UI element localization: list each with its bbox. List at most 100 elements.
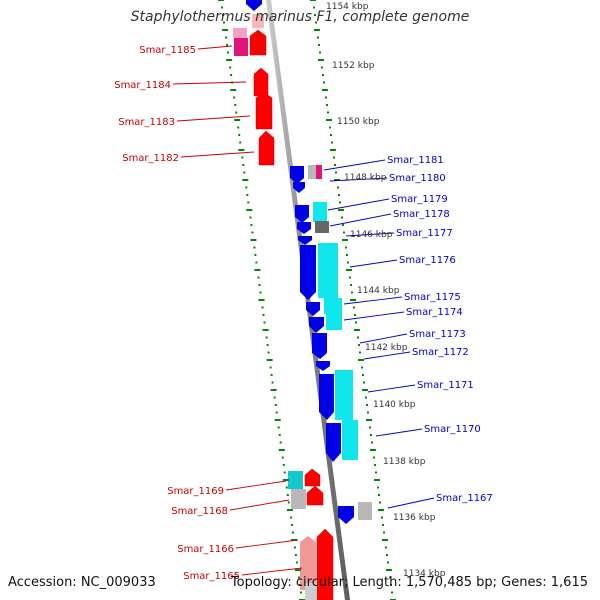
block-cyan-1169 <box>288 471 303 489</box>
tick-mark <box>333 156 335 159</box>
gene-smar-1178 <box>297 222 311 234</box>
leader-line <box>176 115 251 122</box>
tick-mark <box>226 59 233 61</box>
tick-mark <box>374 464 376 466</box>
tick-mark <box>369 426 371 429</box>
block-magenta <box>234 38 248 56</box>
gene-label: Smar_1181 <box>387 155 444 166</box>
gene-label: Smar_1177 <box>396 228 453 239</box>
tick-mark <box>237 126 240 129</box>
gene-label: Smar_1165 <box>183 571 240 582</box>
gene-label: Smar_1170 <box>424 424 481 435</box>
leader-line <box>172 81 247 85</box>
tick-mark <box>310 0 316 1</box>
tick-mark <box>225 36 228 39</box>
tick-mark <box>329 126 331 129</box>
tick-mark <box>377 486 379 489</box>
tick-mark <box>235 111 238 114</box>
tick-mark <box>275 411 278 414</box>
scale-label: 1148 kbp <box>344 173 387 183</box>
tick-mark <box>391 591 393 594</box>
tick-mark <box>325 96 327 99</box>
tick-mark <box>242 164 245 166</box>
tick-mark <box>245 186 248 189</box>
tick-mark <box>269 366 272 369</box>
block-cyan-1175 <box>324 298 342 314</box>
leader-line <box>349 259 398 268</box>
tick-mark <box>347 261 349 264</box>
gene-label: Smar_1176 <box>399 255 456 266</box>
tick-mark <box>342 224 344 226</box>
leader-line <box>329 213 392 227</box>
tick-mark <box>281 456 284 459</box>
leader-line <box>323 159 386 171</box>
tick-mark <box>221 6 223 9</box>
gene-label: Smar_1166 <box>177 544 234 555</box>
tick-mark <box>318 59 324 61</box>
tick-mark <box>370 449 376 451</box>
tick-mark <box>358 359 364 361</box>
accession-label: Accession: NC_009033 <box>8 575 156 590</box>
tick-mark <box>346 269 352 271</box>
tick-mark <box>241 156 244 159</box>
tick-mark <box>351 291 353 294</box>
tick-mark <box>293 546 296 549</box>
tick-mark <box>230 89 237 91</box>
tick-mark <box>366 419 372 421</box>
gene-smar-1177 <box>298 236 312 245</box>
tick-mark <box>313 6 315 9</box>
tick-mark <box>387 561 389 564</box>
leader-line <box>235 539 299 549</box>
scale-label: 1140 kbp <box>373 400 416 410</box>
block-cyan-1170 <box>342 420 358 460</box>
reverse-gene-labels: Smar_1181 Smar_1180 Smar_1179 Smar_1178 … <box>387 155 493 504</box>
tick-mark <box>375 471 377 474</box>
tick-mark <box>298 576 300 579</box>
leader-line <box>367 384 416 393</box>
tick-mark <box>250 239 257 241</box>
tick-mark <box>239 141 242 144</box>
leader-line <box>225 480 287 491</box>
genome-summary: Topology: circular; Length: 1,570,485 bp… <box>230 575 588 590</box>
gene-label: Smar_1172 <box>412 347 469 358</box>
tick-mark <box>338 194 340 196</box>
tick-mark <box>277 426 280 429</box>
block-grey-1167 <box>358 502 372 520</box>
tick-mark <box>271 381 274 384</box>
tick-mark <box>330 149 336 151</box>
tick-mark <box>363 381 365 384</box>
forward-gene-labels: Smar_1185 Smar_1184 Smar_1183 Smar_1182 … <box>114 45 240 582</box>
tick-mark <box>270 389 277 391</box>
tick-mark <box>233 96 236 99</box>
gene-label: Smar_1178 <box>393 209 450 220</box>
tick-mark <box>339 201 341 204</box>
tick-mark <box>289 516 292 519</box>
tick-mark <box>274 404 277 406</box>
leader-line <box>375 428 423 437</box>
tick-mark <box>385 546 387 549</box>
tick-mark <box>390 584 392 586</box>
tick-mark <box>266 359 273 361</box>
tick-mark <box>234 119 241 121</box>
tick-mark <box>291 531 294 534</box>
tick-mark <box>299 584 301 586</box>
tick-mark <box>234 104 237 106</box>
scale-label: 1136 kbp <box>393 513 436 523</box>
tick-mark <box>261 306 264 309</box>
leader-line <box>343 311 405 321</box>
tick-mark <box>254 254 257 256</box>
tick-mark <box>218 0 224 1</box>
tick-mark <box>326 119 332 121</box>
gene-smar-1170 <box>326 423 341 462</box>
tick-mark <box>259 291 262 294</box>
tick-mark <box>331 141 333 144</box>
leader-line <box>180 151 255 158</box>
tick-mark <box>326 104 328 106</box>
map-title: Staphylothermus marinus F1, complete gen… <box>130 9 470 25</box>
block-cyan-1174 <box>326 314 342 330</box>
tick-mark <box>353 306 355 309</box>
tick-mark <box>323 81 325 84</box>
tick-mark <box>295 561 298 564</box>
tick-mark <box>367 411 369 414</box>
